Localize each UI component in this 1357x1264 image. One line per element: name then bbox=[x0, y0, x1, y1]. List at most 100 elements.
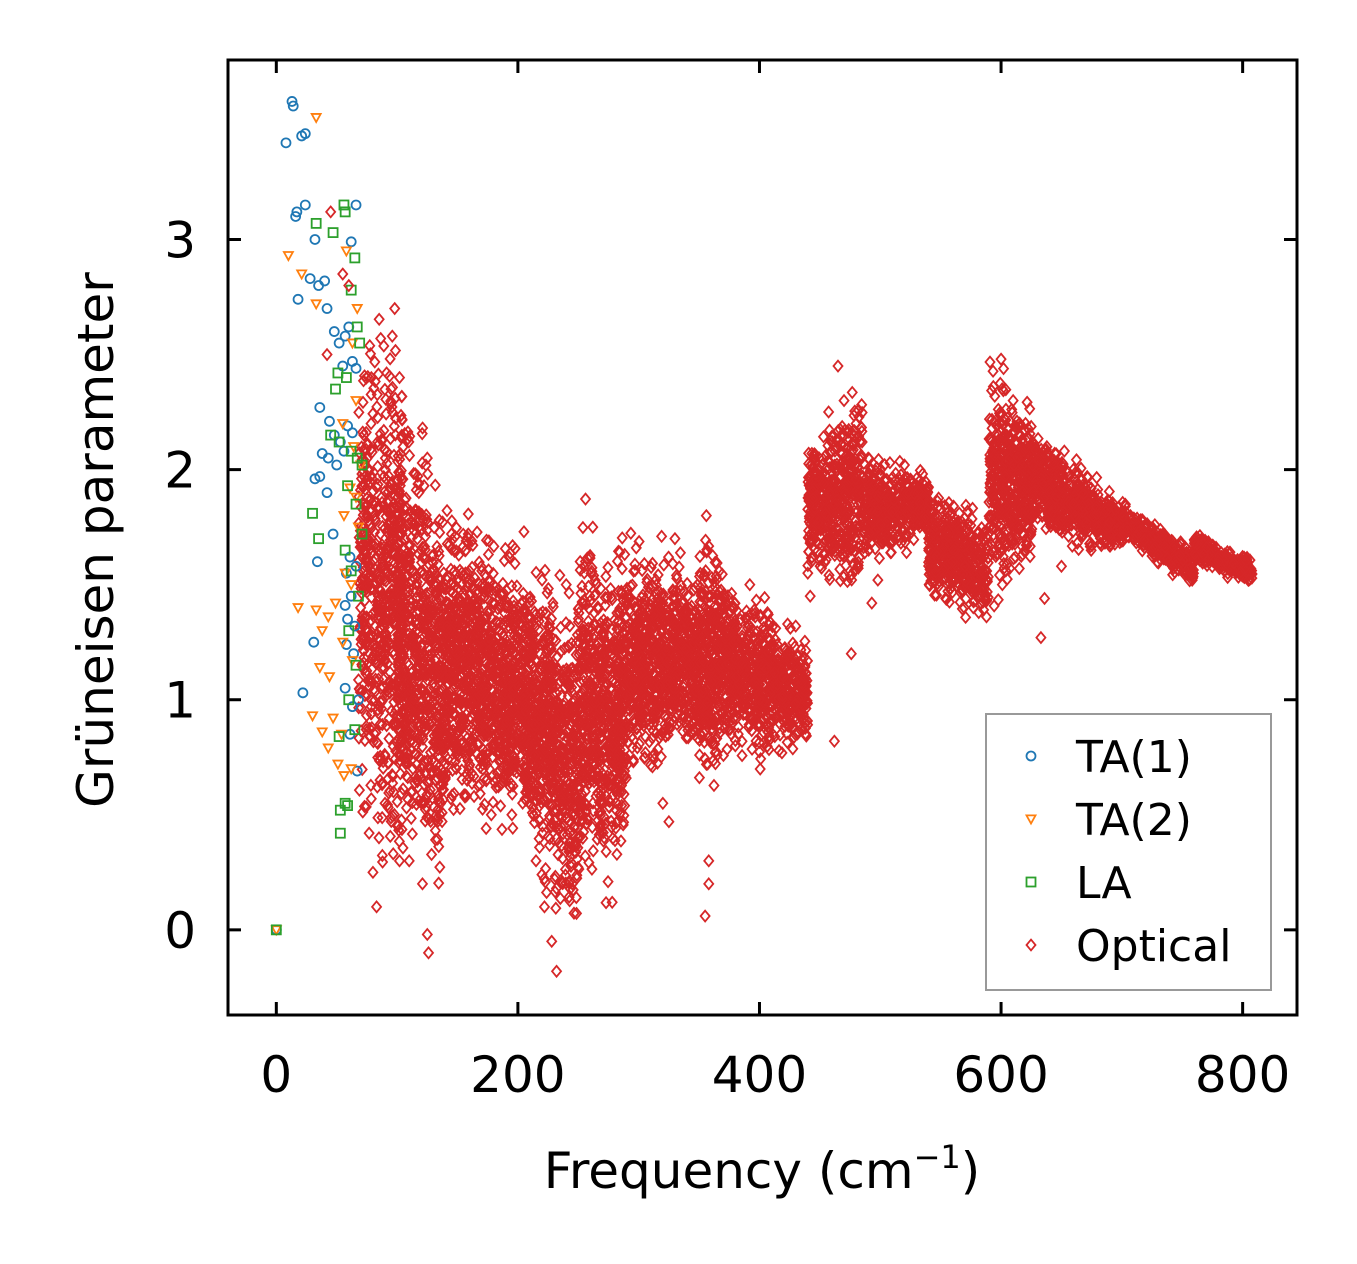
optical-cloud-point bbox=[483, 659, 496, 673]
optical-cloud-point bbox=[365, 562, 377, 577]
optical-cloud-point bbox=[401, 627, 413, 642]
optical-cloud-point bbox=[559, 862, 572, 877]
optical-cloud-point bbox=[469, 639, 481, 654]
optical-cloud-point bbox=[461, 597, 473, 611]
optical-cloud-point bbox=[466, 742, 478, 757]
optical-cloud-point bbox=[403, 611, 415, 626]
optical-cloud-point bbox=[465, 651, 478, 666]
optical-cloud-point bbox=[440, 572, 452, 586]
optical-cloud-point bbox=[405, 703, 417, 717]
optical-cloud-point bbox=[375, 433, 387, 447]
optical-cloud-point bbox=[394, 626, 406, 641]
optical-cloud-point bbox=[552, 759, 564, 774]
optical-cloud-point bbox=[528, 605, 541, 619]
optical-cloud-point bbox=[456, 565, 468, 580]
optical-cloud-point bbox=[408, 523, 420, 538]
optical-cloud-point bbox=[433, 646, 445, 661]
optical-cloud-point bbox=[434, 525, 446, 540]
optical-cloud-point bbox=[460, 748, 472, 763]
optical-cloud-point bbox=[540, 885, 553, 900]
optical-cloud-point bbox=[359, 733, 371, 748]
optical-cloud-point bbox=[383, 731, 395, 746]
optical-cloud-point bbox=[391, 482, 403, 496]
optical-cloud-point bbox=[449, 754, 462, 769]
optical-cloud-point bbox=[395, 590, 408, 604]
optical-cloud-point bbox=[398, 675, 410, 689]
optical-cloud-point bbox=[425, 717, 437, 732]
optical-cloud-point bbox=[413, 647, 426, 662]
optical-cloud-point bbox=[436, 814, 448, 829]
optical-cloud-point bbox=[397, 841, 409, 855]
optical-cloud-point bbox=[425, 670, 437, 684]
optical-cloud-point bbox=[418, 777, 430, 792]
optical-cloud-point bbox=[453, 742, 466, 757]
optical-cloud-point bbox=[413, 505, 425, 519]
optical-cloud-point bbox=[434, 860, 446, 874]
optical-cloud-point bbox=[415, 683, 428, 697]
optical-cloud-point bbox=[403, 581, 415, 595]
optical-cloud-point bbox=[364, 475, 376, 489]
optical-cloud-point bbox=[425, 847, 438, 862]
optical-cloud-point bbox=[511, 647, 523, 662]
optical-cloud-point bbox=[478, 771, 490, 786]
optical-cloud-point bbox=[444, 705, 456, 719]
optical-cloud-point bbox=[542, 675, 555, 689]
optical-cloud-point bbox=[447, 802, 460, 817]
optical-cloud-point bbox=[379, 484, 391, 499]
optical-cloud-point bbox=[365, 442, 377, 456]
optical-cloud-point bbox=[397, 628, 410, 643]
optical-cloud-point bbox=[385, 704, 397, 718]
optical-cloud-point bbox=[533, 799, 545, 814]
optical-cloud-point bbox=[447, 663, 460, 678]
optical-cloud-point bbox=[448, 786, 460, 801]
optical-cloud-point bbox=[471, 639, 484, 653]
optical-cloud-point bbox=[474, 786, 486, 801]
optical-cloud-point bbox=[442, 752, 454, 766]
optical-cloud-point bbox=[379, 747, 391, 762]
optical-cloud-point bbox=[396, 559, 408, 574]
optical-cloud-point bbox=[474, 689, 486, 703]
optical-cloud-point bbox=[421, 754, 434, 769]
optical-cloud-point bbox=[386, 400, 398, 414]
optical-cloud-point bbox=[433, 620, 445, 635]
optical-cloud-point bbox=[452, 581, 464, 596]
optical-cloud-point bbox=[376, 694, 388, 708]
optical-cloud-point bbox=[459, 653, 471, 667]
optical-cloud-point bbox=[507, 821, 519, 835]
optical-cloud-point bbox=[481, 619, 494, 634]
optical-cloud-point bbox=[400, 801, 413, 815]
optical-cloud-point bbox=[460, 680, 472, 695]
optical-cloud-point bbox=[457, 527, 469, 542]
optical-cloud-point bbox=[557, 744, 570, 758]
optical-cloud-point bbox=[509, 541, 521, 556]
optical-cloud-point bbox=[386, 525, 398, 540]
optical-cloud-point bbox=[424, 653, 436, 667]
plot-marks bbox=[270, 96, 1258, 979]
optical-cloud-point bbox=[372, 750, 384, 765]
optical-cloud-point bbox=[552, 847, 564, 862]
optical-cloud-point bbox=[416, 729, 429, 744]
optical-cloud-point bbox=[523, 595, 535, 610]
optical-cloud-point bbox=[355, 701, 367, 715]
optical-cloud-point bbox=[442, 688, 455, 703]
optical-cloud-point bbox=[376, 649, 389, 664]
optical-cloud-point bbox=[385, 476, 397, 490]
optical-cloud-point bbox=[602, 874, 614, 889]
optical-cloud-point bbox=[415, 543, 428, 558]
optical-cloud-point bbox=[543, 632, 556, 646]
optical-cloud-point bbox=[401, 745, 414, 760]
optical-cloud-point bbox=[377, 628, 389, 643]
optical-cloud-point bbox=[370, 655, 382, 669]
optical-cloud-point bbox=[393, 494, 406, 509]
optical-cloud-point bbox=[372, 499, 384, 513]
optical-cloud-point bbox=[412, 731, 424, 746]
optical-cloud-point bbox=[454, 592, 466, 607]
optical-cloud-point bbox=[455, 628, 468, 643]
optical-cloud-point bbox=[517, 594, 529, 609]
optical-cloud-point bbox=[400, 769, 412, 783]
optical-cloud-point bbox=[389, 428, 402, 442]
optical-cloud-point bbox=[494, 732, 507, 747]
optical-cloud-point bbox=[443, 537, 456, 552]
optical-cloud-point bbox=[475, 559, 487, 574]
